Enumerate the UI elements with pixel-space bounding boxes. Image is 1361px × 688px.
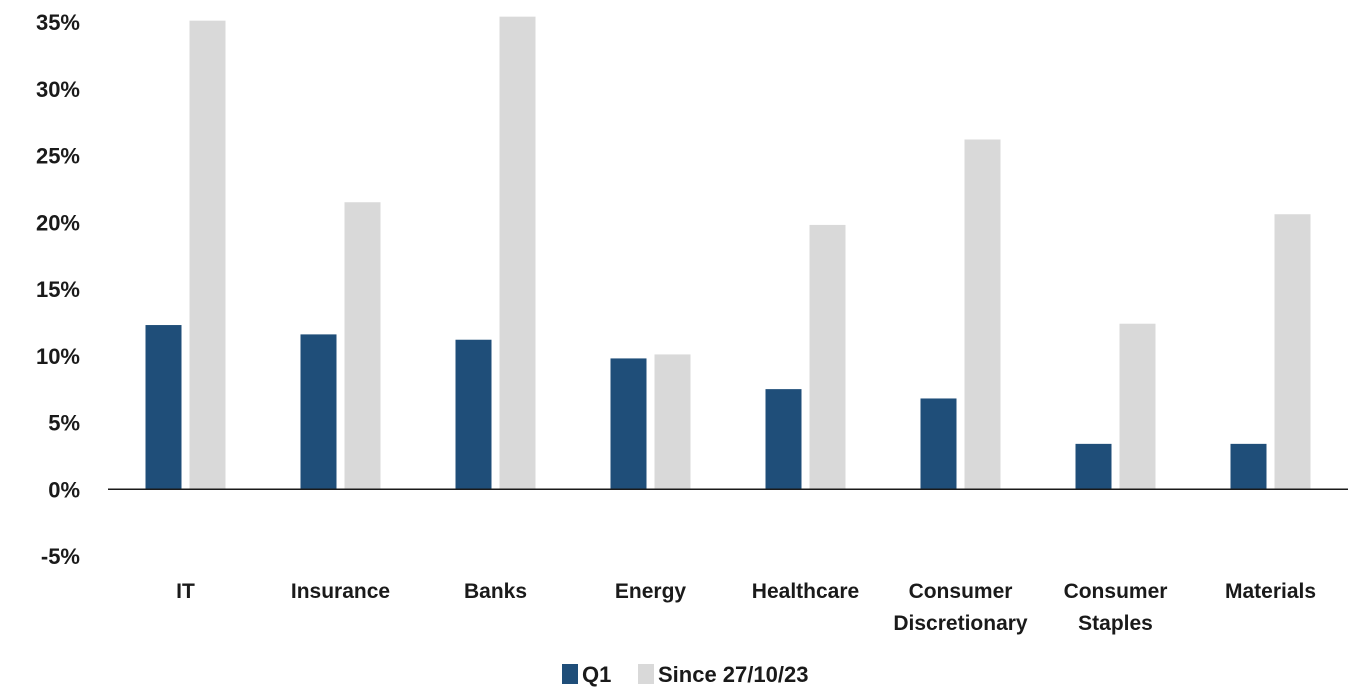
category-label: Insurance: [291, 580, 390, 603]
category-label-line: IT: [176, 580, 195, 603]
y-tick-label: 35%: [36, 10, 80, 35]
category-label-line: Consumer: [1064, 580, 1168, 603]
y-tick-label: 25%: [36, 144, 80, 169]
legend: Q1 Since 27/10/23: [562, 662, 808, 687]
bar-q1: [455, 339, 492, 490]
y-tick-label: 0%: [48, 477, 80, 502]
category-label-line: Staples: [1078, 612, 1153, 635]
category-label: Materials: [1225, 580, 1316, 603]
y-tick-label: -5%: [41, 544, 80, 569]
legend-swatch-since: [638, 664, 654, 684]
bar-since: [499, 16, 536, 490]
y-tick-label: 10%: [36, 344, 80, 369]
bar-q1: [145, 325, 182, 490]
bars-group: [145, 16, 1311, 490]
bar-since: [809, 224, 846, 490]
bar-q1: [300, 334, 337, 490]
category-label-line: Insurance: [291, 580, 390, 603]
bar-q1: [920, 398, 957, 490]
category-label-line: Discretionary: [893, 612, 1028, 635]
category-label-line: Energy: [615, 580, 687, 603]
category-label-line: Healthcare: [752, 580, 859, 603]
bar-since: [189, 20, 226, 490]
legend-label-since: Since 27/10/23: [658, 662, 808, 687]
bar-since: [964, 139, 1001, 490]
bar-q1: [765, 389, 802, 490]
category-label-line: Consumer: [909, 580, 1013, 603]
bar-q1: [1075, 443, 1112, 490]
legend-label-q1: Q1: [582, 662, 611, 687]
bar-since: [1274, 214, 1311, 490]
y-axis: -5% 0% 5% 10% 15% 20% 25% 30% 35%: [36, 10, 80, 569]
category-label: Consumer Staples: [1064, 580, 1168, 635]
category-label: Healthcare: [752, 580, 859, 603]
bar-since: [1119, 323, 1156, 490]
category-label: Banks: [464, 580, 527, 603]
bar-q1: [610, 358, 647, 490]
y-tick-label: 15%: [36, 277, 80, 302]
category-label-line: Banks: [464, 580, 527, 603]
category-label: IT: [176, 580, 195, 603]
bar-since: [654, 354, 691, 490]
x-axis: IT Insurance Banks Energy Healthcare Consumer…: [176, 580, 1316, 635]
bar-since: [344, 202, 381, 490]
y-tick-label: 20%: [36, 210, 80, 235]
legend-swatch-q1: [562, 664, 578, 684]
bar-q1: [1230, 443, 1267, 490]
category-label-line: Materials: [1225, 580, 1316, 603]
category-label: Consumer Discretionary: [893, 580, 1028, 635]
y-tick-label: 5%: [48, 411, 80, 436]
category-label: Energy: [615, 580, 687, 603]
y-tick-label: 30%: [36, 77, 80, 102]
